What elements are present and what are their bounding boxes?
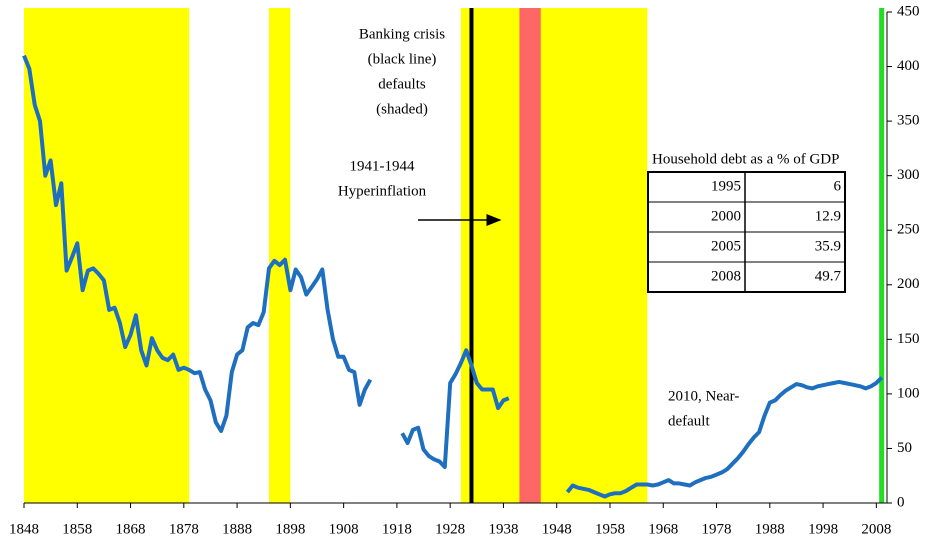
y-tick-label: 50 — [897, 440, 912, 456]
x-tick-label: 1928 — [435, 521, 465, 537]
x-tick-label: 1868 — [116, 521, 146, 537]
annotation: 1941-1944 — [350, 158, 415, 174]
x-tick-label: 1968 — [648, 521, 678, 537]
x-tick-label: 1918 — [382, 521, 412, 537]
table-cell: 1995 — [711, 178, 741, 194]
annotation: defaults — [378, 76, 426, 92]
y-tick-label: 350 — [897, 113, 920, 129]
table: Household debt as a % of GDP 1995 6 2000 12.… — [647, 151, 846, 293]
default-band — [269, 8, 291, 503]
x-tick-label: 1898 — [275, 521, 305, 537]
y-tick-label: 400 — [897, 58, 920, 74]
shading — [24, 8, 885, 503]
y-tick-label: 100 — [897, 385, 920, 401]
table-cell: 12.9 — [815, 208, 841, 224]
table-cell: 2005 — [711, 238, 741, 254]
x-tick-label: 1978 — [702, 521, 732, 537]
x-tick-label: 1878 — [169, 521, 199, 537]
x-tick-label: 1888 — [222, 521, 252, 537]
default-band — [460, 8, 648, 503]
annotation: Banking crisis — [359, 26, 445, 42]
annotation: (shaded) — [376, 101, 428, 117]
table-cell: 2000 — [711, 208, 741, 224]
y-tick-label: 300 — [897, 167, 920, 183]
table-cell: 6 — [834, 178, 842, 194]
annotation: Hyperinflation — [338, 183, 427, 199]
y-tick-label: 150 — [897, 331, 920, 347]
default-band — [24, 8, 190, 503]
x-tick-label: 1908 — [329, 521, 359, 537]
x-tick-label: 2008 — [861, 521, 891, 537]
x-tick-label: 1988 — [755, 521, 785, 537]
y-tick-label: 250 — [897, 222, 920, 238]
y-tick-label: 0 — [897, 494, 905, 510]
annotation: (black line) — [368, 51, 437, 67]
table-title: Household debt as a % of GDP — [652, 151, 839, 167]
hyperinflation-band — [519, 8, 541, 503]
y-tick-label: 200 — [897, 276, 920, 292]
x-tick-label: 1858 — [62, 521, 92, 537]
table-cell: 35.9 — [815, 238, 841, 254]
x-tick-label: 1948 — [542, 521, 572, 537]
table-cell: 49.7 — [815, 268, 842, 284]
annotation: 2010, Near- — [668, 388, 739, 404]
y-tick-label: 450 — [897, 3, 920, 19]
data-line — [22, 54, 884, 499]
x-tick-label: 1938 — [488, 521, 518, 537]
annotation: default — [668, 413, 710, 429]
plot: 1848 1858 1868 1878 1888 1898 1908 1918 1928 1938… — [9, 3, 920, 537]
x-tick-label: 1958 — [595, 521, 625, 537]
x-tick-label: 1998 — [808, 521, 838, 537]
x-tick-label: 1848 — [9, 521, 39, 537]
table-cell: 2008 — [711, 268, 741, 284]
